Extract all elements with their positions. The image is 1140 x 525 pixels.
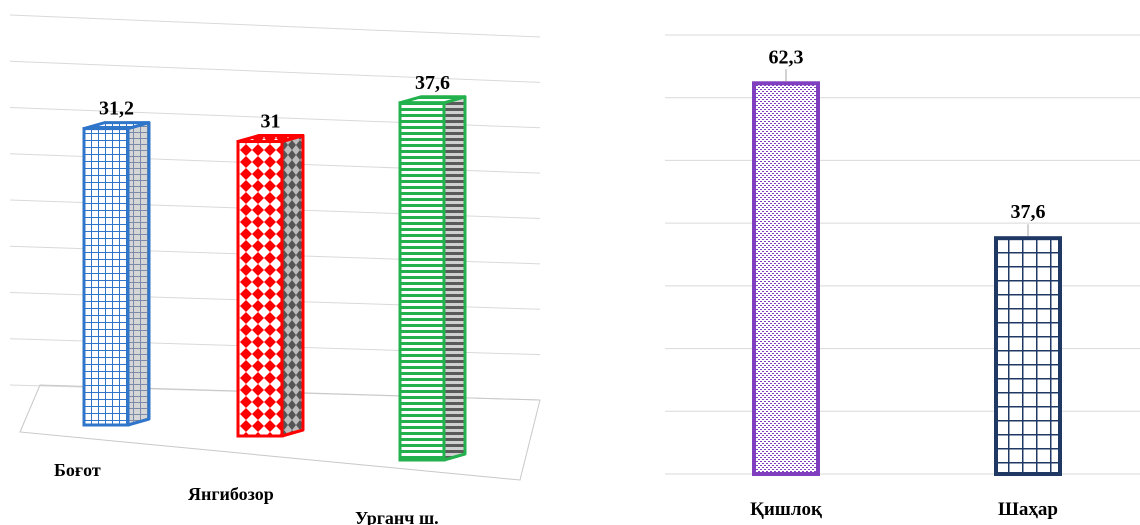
left-chart-floor bbox=[19, 384, 541, 481]
right-data-label: 37,6 bbox=[1011, 201, 1046, 223]
right-category-label: Шаҳар bbox=[998, 499, 1058, 520]
right-data-label: 62,3 bbox=[769, 46, 804, 68]
left-data-label: 31 bbox=[261, 111, 281, 133]
bar-yangibozor-front bbox=[236, 140, 284, 438]
left-gridline bbox=[9, 14, 541, 38]
bar-yangibozor bbox=[236, 134, 305, 438]
left-category-label: Боғот bbox=[54, 460, 101, 480]
left-data-label: 37,6 bbox=[415, 72, 450, 94]
bar-yangibozor-side bbox=[280, 134, 305, 438]
bar-urganch bbox=[398, 95, 467, 462]
left-category-label: Янгибозор bbox=[188, 484, 274, 504]
bar-bogot-side bbox=[126, 121, 151, 427]
right-chart-labels: 62,3 37,6 Қишлоқ Шаҳар bbox=[750, 46, 1058, 520]
left-chart-bars bbox=[82, 95, 467, 462]
left-data-label: 31,2 bbox=[99, 98, 134, 120]
right-category-label: Қишлоқ bbox=[750, 499, 822, 520]
left-category-label: Урганч ш. bbox=[355, 508, 439, 525]
right-chart-bars bbox=[752, 81, 1062, 476]
left-chart-labels: 31,2 31 37,6 Боғот Янгибозор Урганч ш. bbox=[54, 72, 450, 525]
bar-qishloq bbox=[752, 81, 820, 476]
bar-bogot bbox=[82, 121, 151, 427]
right-chart-gridlines bbox=[665, 34, 1140, 475]
bar-bogot-front bbox=[82, 127, 130, 427]
left-gridline bbox=[9, 60, 541, 83]
bar-shahar bbox=[994, 236, 1062, 476]
bar-urganch-side bbox=[442, 95, 467, 462]
bar-urganch-front bbox=[398, 101, 446, 462]
